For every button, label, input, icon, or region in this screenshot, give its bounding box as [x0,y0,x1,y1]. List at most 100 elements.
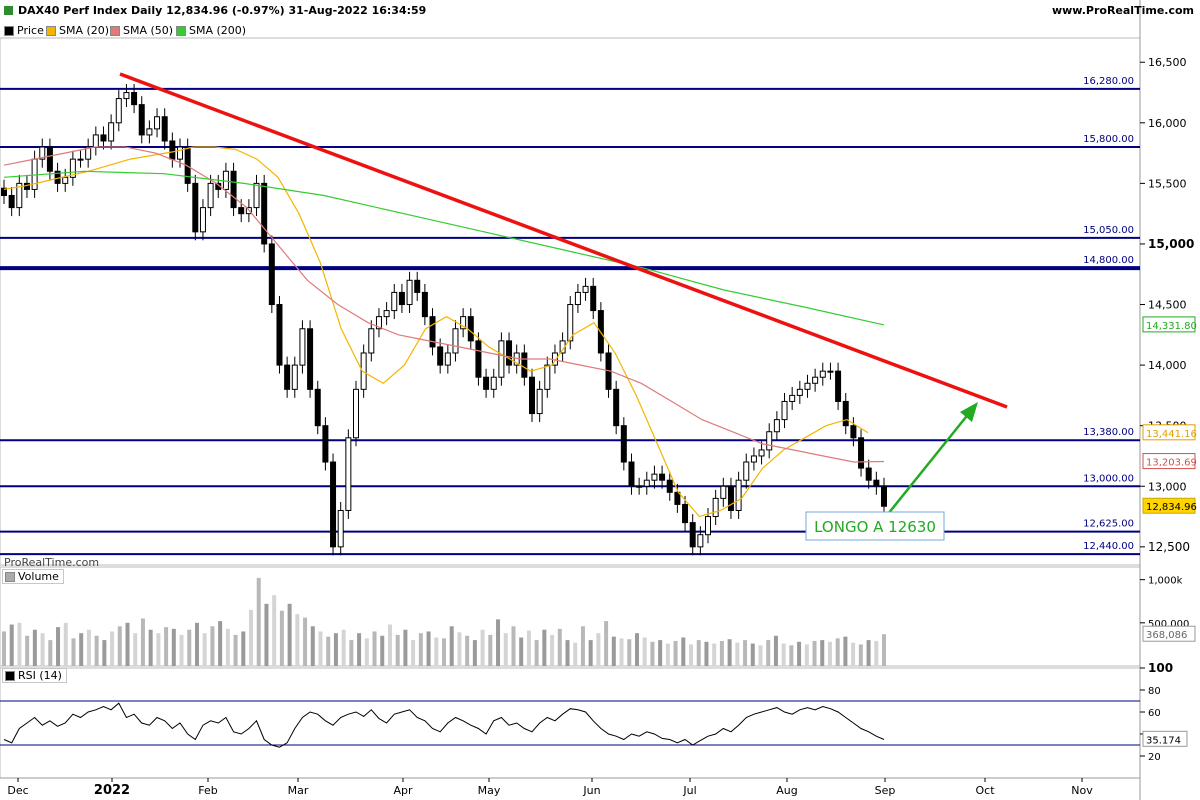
candle-body [398,291,405,306]
candle-body [330,461,337,548]
x-tick-label: May [478,784,501,797]
volume-bar [457,632,462,666]
rsi-panel-label[interactable]: RSI (14) [2,668,67,683]
legend-sma20[interactable]: SMA (20) [46,24,109,37]
volume-bar [256,577,261,666]
annotation-text: LONGO A 12630 [814,518,936,536]
volume-bar [434,637,439,666]
volume-bar [820,640,825,666]
volume-bars-group [2,577,886,666]
volume-bar [272,595,277,666]
legend-label: SMA (200) [189,24,247,37]
volume-bar [665,643,670,666]
volume-bar [712,643,717,666]
resistance-trendline [119,72,1008,409]
level-label: 16,280.00 [1083,76,1134,87]
candle-body [1,187,7,196]
volume-bar [210,626,215,666]
x-tick-label: Feb [198,784,217,797]
candle-body [758,449,765,457]
volume-bar [480,629,485,666]
volume-bar [866,640,871,666]
candle-body [69,158,76,178]
candle-body [353,388,359,439]
candle-body [712,497,719,518]
volume-bar [156,633,161,666]
volume-bar [102,640,107,666]
site-url[interactable]: www.ProRealTime.com [1051,4,1194,17]
volume-bar [148,629,153,666]
candle-body [750,455,757,463]
candle-body [77,158,84,161]
rsi-label-text: RSI (14) [18,669,62,682]
candle-body [812,376,819,384]
legend-swatch [46,26,56,36]
candle-body [697,534,704,548]
candle-body [383,310,390,318]
candle-body [8,194,15,209]
volume-bar [341,629,346,666]
volume-bar [164,627,169,666]
volume-panel-label[interactable]: Volume [2,569,64,584]
candle-body [452,328,459,354]
candle-body [368,328,375,354]
candle-body [490,376,497,390]
candle-body [131,92,138,106]
volume-bar [804,644,809,666]
candle-body [613,388,620,427]
candle-body [154,116,161,130]
candle-body [177,146,183,160]
last-value-text: 14,331.80 [1146,321,1197,332]
chart-title: DAX40 Perf Index Daily 12,834.96 (-0.97%… [18,4,427,17]
volume-bar [750,643,755,666]
legend-sma200[interactable]: SMA (200) [176,24,246,37]
volume-bar [743,640,748,666]
rsi-panel-frame [0,667,1141,779]
candle-body [391,291,398,312]
y-tick-label: 15,000 [1148,237,1194,251]
rsi-last-tag [1142,730,1188,747]
app-icon [4,6,13,15]
volume-bar [63,622,68,666]
candle-body [444,352,451,366]
candle-body [23,182,30,190]
volume-bar [719,640,724,666]
candle-body [299,328,306,366]
volume-bar [171,628,176,666]
volume-bar [773,635,778,666]
volume-bar [874,640,879,666]
x-tick-label: Jun [582,784,600,797]
candle-body [483,376,490,390]
candle-body [705,516,711,536]
candle-body [781,400,788,421]
volume-tick-label: 500,000 [1148,619,1189,630]
candle-body [666,479,673,493]
volume-bar [79,633,84,666]
volume-bar [735,642,740,666]
candle-body [138,104,145,136]
candle-body [437,346,444,366]
volume-bar [233,634,238,666]
candle-body [651,473,658,481]
legend-sma50[interactable]: SMA (50) [110,24,173,37]
volume-bar [588,640,593,666]
volume-bar [882,634,886,666]
volume-bar [32,629,37,666]
volume-bar [86,629,91,666]
legend-price[interactable]: Price [4,24,44,37]
volume-bar [619,638,624,666]
volume-bar [604,621,609,666]
volume-bar [658,640,663,666]
x-tick-label: 2022 [94,783,130,798]
volume-bar [488,634,493,666]
candle-body [261,182,268,245]
volume-bar [418,633,423,666]
volume-label-text: Volume [18,570,59,583]
last-value-tag [1142,316,1196,333]
volume-bar [534,640,539,666]
volume-bar [225,628,230,666]
candle-body [720,485,727,499]
volume-bar [187,629,192,666]
candle-body [421,291,428,318]
